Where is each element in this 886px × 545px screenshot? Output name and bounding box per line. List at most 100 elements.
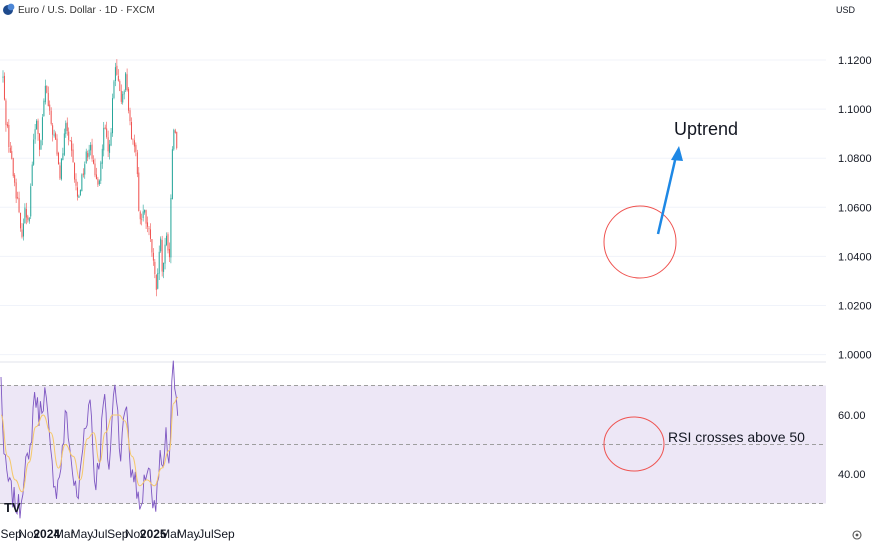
candle-body[interactable]: [129, 110, 131, 122]
candle-body[interactable]: [100, 162, 102, 181]
time-tick-label[interactable]: Sep: [107, 527, 129, 541]
candle-body[interactable]: [163, 262, 165, 272]
rsi-lines[interactable]: [0, 360, 179, 519]
candle-body[interactable]: [53, 134, 55, 136]
candle-body[interactable]: [22, 223, 24, 237]
candle-body[interactable]: [170, 197, 172, 258]
candle-body[interactable]: [166, 235, 168, 245]
candle-body[interactable]: [60, 158, 62, 180]
candle-body[interactable]: [78, 195, 80, 198]
candle-body[interactable]: [15, 182, 17, 199]
symbol-header[interactable]: Euro / U.S. Dollar · 1D · FXCM: [3, 3, 155, 16]
candle-body[interactable]: [36, 120, 38, 130]
candle-body[interactable]: [52, 125, 54, 135]
candle-body[interactable]: [107, 137, 109, 152]
time-tick-label[interactable]: Sep: [1, 527, 23, 541]
candle-body[interactable]: [158, 251, 160, 274]
time-tick-label[interactable]: 2025: [140, 527, 167, 541]
candle-body[interactable]: [75, 179, 77, 186]
candle-body[interactable]: [82, 173, 84, 176]
candle-body[interactable]: [74, 162, 76, 180]
candle-body[interactable]: [28, 218, 30, 222]
candle-body[interactable]: [40, 140, 42, 150]
time-tick-label[interactable]: Nov: [125, 527, 146, 541]
candle-body[interactable]: [72, 149, 74, 163]
candle-body[interactable]: [164, 244, 166, 264]
candle-body[interactable]: [133, 140, 135, 147]
candle-body[interactable]: [43, 100, 45, 116]
candle-body[interactable]: [90, 145, 92, 151]
candle-body[interactable]: [21, 229, 23, 237]
candle-body[interactable]: [49, 104, 51, 111]
candle-body[interactable]: [114, 67, 116, 82]
candle-body[interactable]: [135, 144, 137, 152]
rsi-axis[interactable]: 60.00 40.00: [838, 410, 866, 481]
candle-body[interactable]: [37, 120, 39, 134]
candle-body[interactable]: [173, 129, 175, 150]
price-tick-label[interactable]: 1.0000: [838, 350, 872, 362]
candle-body[interactable]: [20, 212, 22, 229]
candle-body[interactable]: [39, 133, 40, 150]
candle-body[interactable]: [8, 124, 10, 148]
candle-body[interactable]: [113, 81, 115, 98]
candle-body[interactable]: [98, 180, 100, 185]
candle-body[interactable]: [41, 117, 43, 140]
candle-body[interactable]: [152, 252, 154, 261]
candle-body[interactable]: [122, 94, 124, 103]
candle-body[interactable]: [95, 174, 97, 180]
candle-body[interactable]: [68, 131, 70, 140]
candle-body[interactable]: [9, 147, 11, 153]
candle-body[interactable]: [44, 85, 46, 103]
candle-body[interactable]: [157, 272, 159, 289]
settings-icon[interactable]: [852, 530, 862, 540]
candle-body[interactable]: [147, 222, 149, 227]
candle-body[interactable]: [101, 148, 103, 164]
candle-body[interactable]: [66, 122, 68, 132]
time-tick-label[interactable]: Jul: [198, 527, 213, 541]
candle-body[interactable]: [94, 163, 96, 176]
candle-body[interactable]: [12, 158, 14, 176]
candle-body[interactable]: [126, 74, 128, 91]
candle-body[interactable]: [142, 211, 144, 219]
candle-body[interactable]: [120, 90, 122, 102]
candle-body[interactable]: [5, 100, 7, 125]
candle-body[interactable]: [109, 144, 111, 153]
candle-body[interactable]: [103, 127, 105, 151]
candle-body[interactable]: [171, 149, 173, 199]
candle-body[interactable]: [71, 140, 73, 151]
candle-body[interactable]: [88, 149, 90, 157]
candle-body[interactable]: [148, 228, 150, 230]
time-tick-label[interactable]: Mar: [160, 527, 181, 541]
candle-body[interactable]: [76, 187, 78, 197]
candle-body[interactable]: [14, 175, 16, 183]
time-tick-label[interactable]: Nov: [18, 527, 39, 541]
candle-body[interactable]: [55, 133, 57, 140]
candle-body[interactable]: [24, 207, 26, 224]
candle-body[interactable]: [167, 234, 169, 251]
candle-body[interactable]: [139, 211, 141, 220]
candle-body[interactable]: [2, 76, 4, 78]
candle-body[interactable]: [125, 73, 127, 90]
candle-body[interactable]: [168, 248, 170, 258]
candle-body[interactable]: [25, 209, 27, 218]
candle-body[interactable]: [104, 127, 106, 129]
candle-body[interactable]: [17, 197, 19, 199]
candle-body[interactable]: [123, 91, 125, 95]
candle-body[interactable]: [93, 160, 95, 164]
time-tick-label[interactable]: 2024: [33, 527, 60, 541]
candle-body[interactable]: [85, 151, 87, 164]
symbol-title[interactable]: Euro / U.S. Dollar · 1D · FXCM: [18, 5, 155, 16]
candle-body[interactable]: [84, 164, 86, 175]
price-tick-label[interactable]: 1.1000: [838, 104, 872, 116]
candle-body[interactable]: [11, 151, 13, 159]
candle-body[interactable]: [130, 122, 132, 139]
currency-label[interactable]: USD: [836, 5, 856, 15]
time-tick-label[interactable]: May: [71, 527, 94, 541]
candle-body[interactable]: [161, 240, 163, 272]
candle-body[interactable]: [65, 123, 67, 135]
candle-body[interactable]: [117, 75, 119, 81]
candle-body[interactable]: [132, 138, 134, 140]
price-candles[interactable]: [2, 59, 178, 297]
price-tick-label[interactable]: 1.0400: [838, 251, 872, 263]
candle-body[interactable]: [144, 209, 146, 213]
